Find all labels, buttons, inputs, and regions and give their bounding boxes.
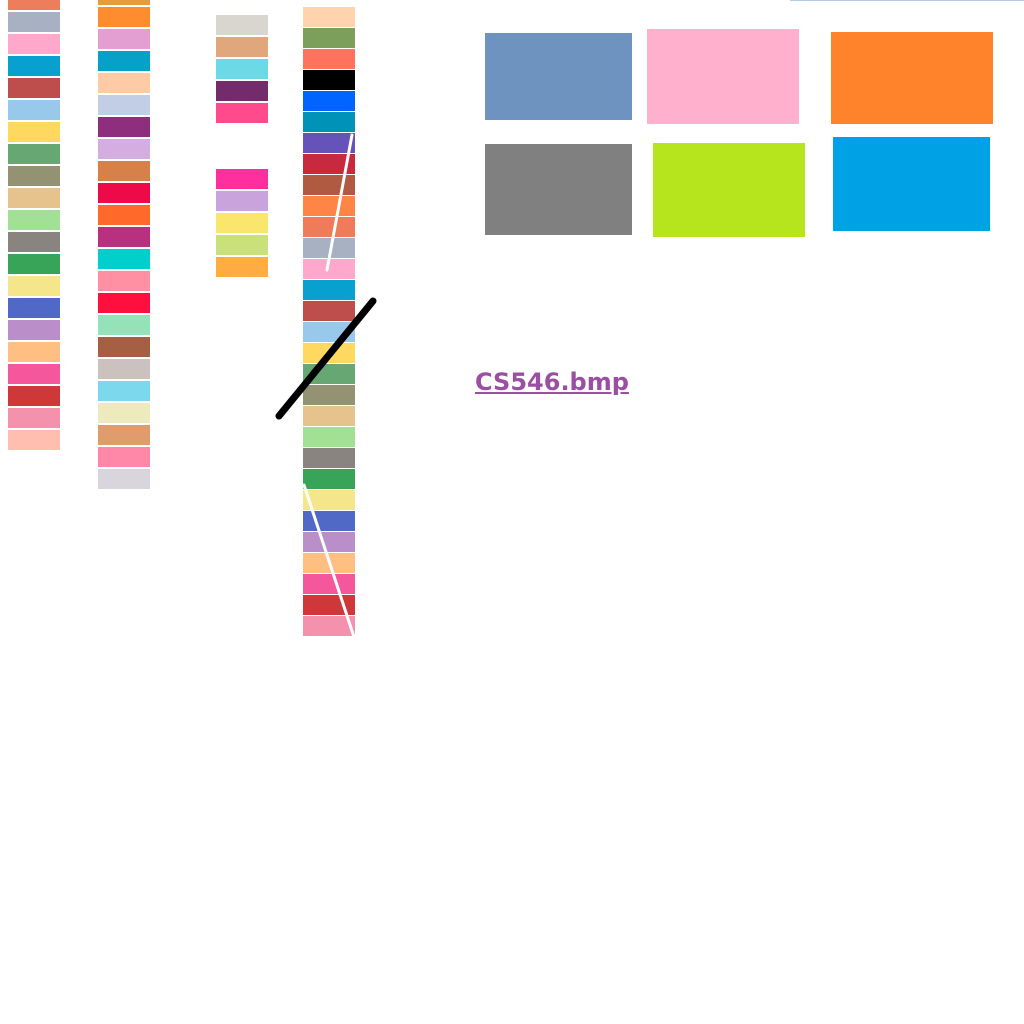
palette-swatch[interactable] bbox=[8, 0, 60, 10]
palette-swatch[interactable] bbox=[8, 12, 60, 32]
palette-swatch[interactable] bbox=[303, 469, 355, 489]
palette-swatch[interactable] bbox=[8, 210, 60, 230]
palette-swatch[interactable] bbox=[8, 254, 60, 274]
palette-swatch[interactable] bbox=[8, 188, 60, 208]
palette-swatch[interactable] bbox=[8, 408, 60, 428]
palette-swatch[interactable] bbox=[98, 447, 150, 467]
palette-swatch[interactable] bbox=[98, 73, 150, 93]
palette-swatch[interactable] bbox=[303, 28, 355, 48]
palette-swatch[interactable] bbox=[8, 298, 60, 318]
palette-swatch[interactable] bbox=[98, 139, 150, 159]
palette-swatch[interactable] bbox=[216, 15, 268, 35]
palette-swatch[interactable] bbox=[98, 469, 150, 489]
color-block-5[interactable] bbox=[653, 143, 805, 237]
palette-swatch[interactable] bbox=[8, 166, 60, 186]
palette-swatch[interactable] bbox=[303, 616, 355, 636]
palette-swatch[interactable] bbox=[303, 259, 355, 279]
palette-swatch[interactable] bbox=[216, 81, 268, 101]
palette-swatch[interactable] bbox=[216, 59, 268, 79]
palette-swatch[interactable] bbox=[216, 191, 268, 211]
palette-swatch[interactable] bbox=[98, 249, 150, 269]
palette-swatch[interactable] bbox=[8, 276, 60, 296]
palette-swatch[interactable] bbox=[303, 217, 355, 237]
palette-swatch[interactable] bbox=[216, 213, 268, 233]
palette-swatch[interactable] bbox=[98, 205, 150, 225]
palette-swatch[interactable] bbox=[98, 359, 150, 379]
file-link[interactable]: CS546.bmp bbox=[475, 368, 629, 396]
palette-swatch[interactable] bbox=[303, 427, 355, 447]
palette-swatch[interactable] bbox=[8, 430, 60, 450]
color-block-3[interactable] bbox=[831, 32, 993, 124]
palette-swatch[interactable] bbox=[8, 56, 60, 76]
palette-swatch[interactable] bbox=[303, 343, 355, 363]
palette-swatch[interactable] bbox=[303, 322, 355, 342]
palette-swatch[interactable] bbox=[8, 342, 60, 362]
palette-swatch[interactable] bbox=[303, 385, 355, 405]
color-block-6[interactable] bbox=[833, 137, 990, 231]
color-block-1[interactable] bbox=[485, 33, 632, 120]
palette-swatch[interactable] bbox=[216, 257, 268, 277]
palette-swatch[interactable] bbox=[98, 117, 150, 137]
palette-swatch[interactable] bbox=[216, 103, 268, 123]
palette-swatch[interactable] bbox=[303, 364, 355, 384]
palette-swatch[interactable] bbox=[303, 133, 355, 153]
palette-swatch[interactable] bbox=[8, 34, 60, 54]
palette-swatch[interactable] bbox=[98, 337, 150, 357]
palette-swatch[interactable] bbox=[8, 100, 60, 120]
palette-swatch[interactable] bbox=[303, 175, 355, 195]
palette-swatch[interactable] bbox=[303, 301, 355, 321]
palette-swatch[interactable] bbox=[303, 511, 355, 531]
palette-swatch[interactable] bbox=[303, 7, 355, 27]
palette-swatch[interactable] bbox=[303, 91, 355, 111]
palette-swatch[interactable] bbox=[303, 238, 355, 258]
palette-swatch[interactable] bbox=[8, 122, 60, 142]
palette-swatch[interactable] bbox=[216, 235, 268, 255]
palette-swatch[interactable] bbox=[8, 320, 60, 340]
palette-swatch[interactable] bbox=[98, 7, 150, 27]
color-block-4[interactable] bbox=[485, 144, 632, 235]
palette-swatch[interactable] bbox=[98, 227, 150, 247]
palette-swatch[interactable] bbox=[98, 271, 150, 291]
palette-swatch[interactable] bbox=[303, 595, 355, 615]
palette-swatch[interactable] bbox=[303, 280, 355, 300]
palette-swatch[interactable] bbox=[216, 37, 268, 57]
palette-swatch[interactable] bbox=[98, 381, 150, 401]
palette-swatch[interactable] bbox=[303, 70, 355, 90]
palette-swatch[interactable] bbox=[98, 95, 150, 115]
palette-swatch[interactable] bbox=[303, 196, 355, 216]
palette-swatch[interactable] bbox=[8, 78, 60, 98]
palette-swatch[interactable] bbox=[8, 232, 60, 252]
palette-swatch[interactable] bbox=[98, 0, 150, 5]
palette-swatch[interactable] bbox=[303, 154, 355, 174]
palette-swatch[interactable] bbox=[8, 386, 60, 406]
palette-swatch[interactable] bbox=[98, 29, 150, 49]
palette-swatch[interactable] bbox=[98, 293, 150, 313]
palette-swatch[interactable] bbox=[98, 161, 150, 181]
top-edge-strip bbox=[790, 0, 1024, 1]
palette-swatch[interactable] bbox=[216, 169, 268, 189]
palette-swatch[interactable] bbox=[303, 490, 355, 510]
palette-swatch[interactable] bbox=[303, 574, 355, 594]
palette-swatch[interactable] bbox=[303, 448, 355, 468]
palette-swatch[interactable] bbox=[8, 144, 60, 164]
palette-swatch[interactable] bbox=[98, 183, 150, 203]
palette-swatch[interactable] bbox=[98, 315, 150, 335]
palette-swatch[interactable] bbox=[8, 364, 60, 384]
palette-swatch[interactable] bbox=[303, 553, 355, 573]
palette-swatch[interactable] bbox=[303, 112, 355, 132]
color-block-2[interactable] bbox=[647, 29, 799, 124]
palette-swatch[interactable] bbox=[98, 425, 150, 445]
palette-swatch[interactable] bbox=[98, 403, 150, 423]
palette-swatch[interactable] bbox=[303, 532, 355, 552]
palette-swatch[interactable] bbox=[303, 49, 355, 69]
palette-swatch[interactable] bbox=[98, 51, 150, 71]
palette-swatch[interactable] bbox=[303, 406, 355, 426]
